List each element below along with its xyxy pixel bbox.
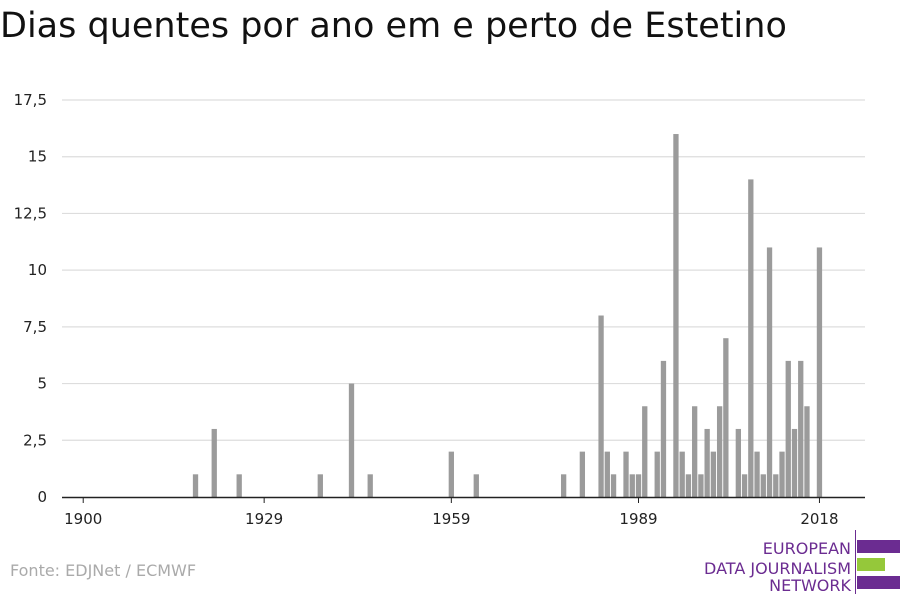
axes: 0 2,5 5 7,5 10 12,5 15 17,5 1900 1929 1959 1989 2018 [14,91,865,528]
bar [604,451,610,497]
logo-bar-purple-bottom [857,576,900,589]
y-tick-label: 15 [28,148,47,166]
bar [798,360,804,497]
y-tick-label: 0 [37,488,47,506]
bar [623,451,629,497]
bar [367,474,373,497]
bar [679,451,685,497]
bar [704,428,710,497]
bar [598,315,604,497]
bar [660,360,667,497]
bar [473,474,479,497]
bar [710,451,717,497]
bar [760,474,766,497]
source-note: Fonte: EDJNet / ECMWF [10,561,197,580]
bar [741,474,748,497]
bar [448,451,454,497]
bar [673,134,679,497]
bar [816,247,823,497]
bar [635,474,642,497]
y-tick-label: 17,5 [14,91,47,109]
x-tick-label: 1900 [64,510,102,528]
gridlines [62,99,865,441]
bar [642,406,648,497]
bar [579,451,586,497]
x-tick-label: 1989 [619,510,657,528]
bars [192,134,823,497]
logo-bar-purple-top [857,540,900,553]
edjnet-logo: EUROPEAN DATA JOURNALISM NETWORK [700,530,900,595]
bar [317,474,323,497]
x-tick-label: 1929 [245,510,283,528]
y-tick-label: 2,5 [23,431,47,449]
bar [192,474,199,497]
logo-text-line-3: NETWORK [769,576,851,595]
logo-text-line-1: EUROPEAN [762,539,851,558]
bar [748,179,754,497]
bar [211,428,217,497]
logo-divider [855,530,856,594]
logo-bar-green [857,558,885,571]
y-tick-label: 10 [28,261,47,279]
bar [804,406,810,497]
logo-text-line-2: DATA JOURNALISM [704,559,851,578]
bar [791,428,798,497]
bar [716,406,723,497]
bar [348,383,355,497]
bar [735,428,741,497]
bar [629,474,635,497]
bar [610,474,617,497]
x-tick-label: 1959 [432,510,470,528]
bar [698,474,704,497]
bar [654,451,660,497]
bar [779,451,785,497]
y-tick-label: 7,5 [23,318,47,336]
bar [773,474,779,497]
bar [560,474,567,497]
bar [785,360,791,497]
bar [685,474,692,497]
y-tick-label: 12,5 [14,204,47,222]
bar [692,406,698,497]
bar [766,247,773,497]
bar [723,338,729,497]
y-tick-label: 5 [37,375,47,393]
chart-title: Dias quentes por ano em e perto de Estet… [0,6,787,46]
bar [236,474,242,497]
x-tick-label: 2018 [800,510,838,528]
bar [754,451,760,497]
